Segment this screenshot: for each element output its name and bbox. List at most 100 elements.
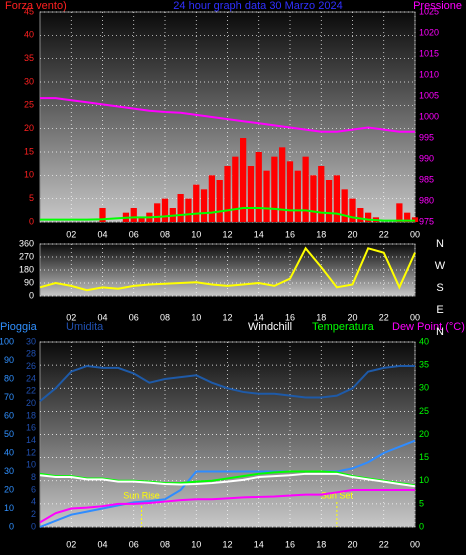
x-tick-label: 08: [160, 312, 170, 322]
y3-tick-label: 4: [31, 497, 36, 507]
wind-label: Forza vento): [5, 0, 67, 12]
y3-tick-label: 10: [26, 460, 36, 470]
x-tick-label: 20: [347, 229, 357, 239]
series-line: [39, 472, 416, 488]
series-line: [39, 489, 415, 524]
y-tick-label: 25: [24, 100, 34, 110]
x-tick-label: 10: [191, 312, 201, 322]
y3-tick-label: 16: [26, 423, 36, 433]
series-line: [39, 246, 416, 292]
x-tick-label: 04: [97, 312, 107, 322]
x-tick-label: 12: [222, 312, 232, 322]
y2-tick-label: 1015: [419, 48, 439, 58]
y-tick-label: 30: [24, 76, 34, 86]
wind-bar: [130, 208, 137, 222]
wind-bar: [255, 152, 262, 222]
y-tick-label: 90: [24, 277, 34, 287]
wind-bar: [138, 217, 145, 222]
wind-bar: [177, 194, 184, 222]
x-tick-label: 14: [254, 539, 264, 549]
wind-bar: [240, 138, 247, 222]
x-tick-label: 18: [316, 539, 326, 549]
x-tick-label: 12: [222, 229, 232, 239]
wind-bar: [185, 198, 192, 222]
x-tick-label: 10: [191, 229, 201, 239]
y3-tick-label: 22: [26, 386, 36, 396]
wind-bar: [349, 198, 356, 222]
x-tick-label: 22: [379, 312, 389, 322]
y3-tick-label: 28: [26, 349, 36, 359]
x-tick-label: 00: [410, 312, 420, 322]
y2-tick-label: 20: [419, 429, 429, 439]
wind-bar: [302, 156, 309, 222]
y2-tick-label: 995: [419, 132, 434, 142]
x-tick-label: 22: [379, 539, 389, 549]
x-tick-label: 04: [97, 229, 107, 239]
y3-tick-label: 26: [26, 361, 36, 371]
series-line: [39, 365, 415, 402]
x-tick-label: 06: [129, 229, 139, 239]
y-tick-label: 40: [24, 30, 34, 40]
x-tick-label: 20: [347, 539, 357, 549]
rain-label: Pioggia: [0, 321, 38, 333]
wind-bar: [161, 198, 169, 222]
y2-tick-label: 40: [419, 336, 429, 346]
wind-bar: [193, 184, 200, 222]
x-tick-label: 06: [129, 312, 139, 322]
wind-bar: [232, 156, 239, 222]
x-tick-label: 22: [379, 229, 389, 239]
y3-tick-label: 8: [31, 472, 36, 482]
y3-tick-label: 20: [26, 398, 36, 408]
x-tick-label: 06: [129, 539, 139, 549]
x-tick-label: 16: [285, 539, 295, 549]
direction-label: N: [436, 326, 444, 338]
wind-bar: [286, 161, 294, 222]
y3-tick-label: 14: [26, 435, 36, 445]
y2-tick-label: 1020: [419, 27, 439, 37]
wind-bar: [294, 170, 301, 222]
y3-tick-label: 6: [31, 484, 36, 494]
pressure-label: Pressione: [413, 0, 462, 12]
x-tick-label: 16: [285, 312, 295, 322]
y2-tick-label: 990: [419, 153, 434, 163]
wind-bar: [224, 166, 231, 222]
y3-tick-label: 2: [31, 509, 36, 519]
dew-label: Dew Point (°C): [392, 321, 465, 333]
wind-bar: [333, 175, 340, 222]
y-tick-label: 15: [24, 146, 34, 156]
windchill-label: Windchill: [248, 321, 292, 333]
y-tick-label: 10: [4, 503, 14, 513]
x-tick-label: 02: [66, 229, 76, 239]
y3-tick-label: 24: [26, 373, 36, 383]
wind-bar: [279, 147, 286, 222]
y2-tick-label: 980: [419, 195, 434, 205]
y-tick-label: 10: [24, 170, 34, 180]
wind-bar: [325, 180, 333, 222]
direction-label: N: [436, 238, 444, 250]
wind-bar: [357, 208, 364, 222]
x-tick-label: 20: [347, 312, 357, 322]
x-tick-label: 10: [191, 539, 201, 549]
direction-label: W: [435, 260, 446, 272]
wind-bar: [310, 175, 317, 222]
wind-bar: [216, 180, 223, 222]
y-tick-label: 0: [29, 290, 34, 300]
title: 24 hour graph data 30 Marzo 2024: [173, 0, 342, 12]
x-tick-label: 14: [254, 229, 264, 239]
wind-bar: [208, 175, 215, 222]
x-tick-label: 16: [285, 229, 295, 239]
y-tick-label: 20: [4, 484, 14, 494]
wind-bar: [154, 203, 161, 222]
x-tick-label: 18: [316, 312, 326, 322]
sun-label: Sun Set: [321, 490, 354, 500]
y-tick-label: 0: [29, 216, 34, 226]
wind-bar: [341, 189, 348, 222]
direction-label: E: [436, 304, 443, 316]
y-tick-label: 35: [24, 53, 34, 63]
x-tick-label: 18: [316, 229, 326, 239]
sun-label: Sun Rise: [123, 490, 160, 500]
x-tick-label: 00: [410, 539, 420, 549]
y2-tick-label: 30: [419, 383, 429, 393]
wind-bar: [247, 166, 255, 222]
